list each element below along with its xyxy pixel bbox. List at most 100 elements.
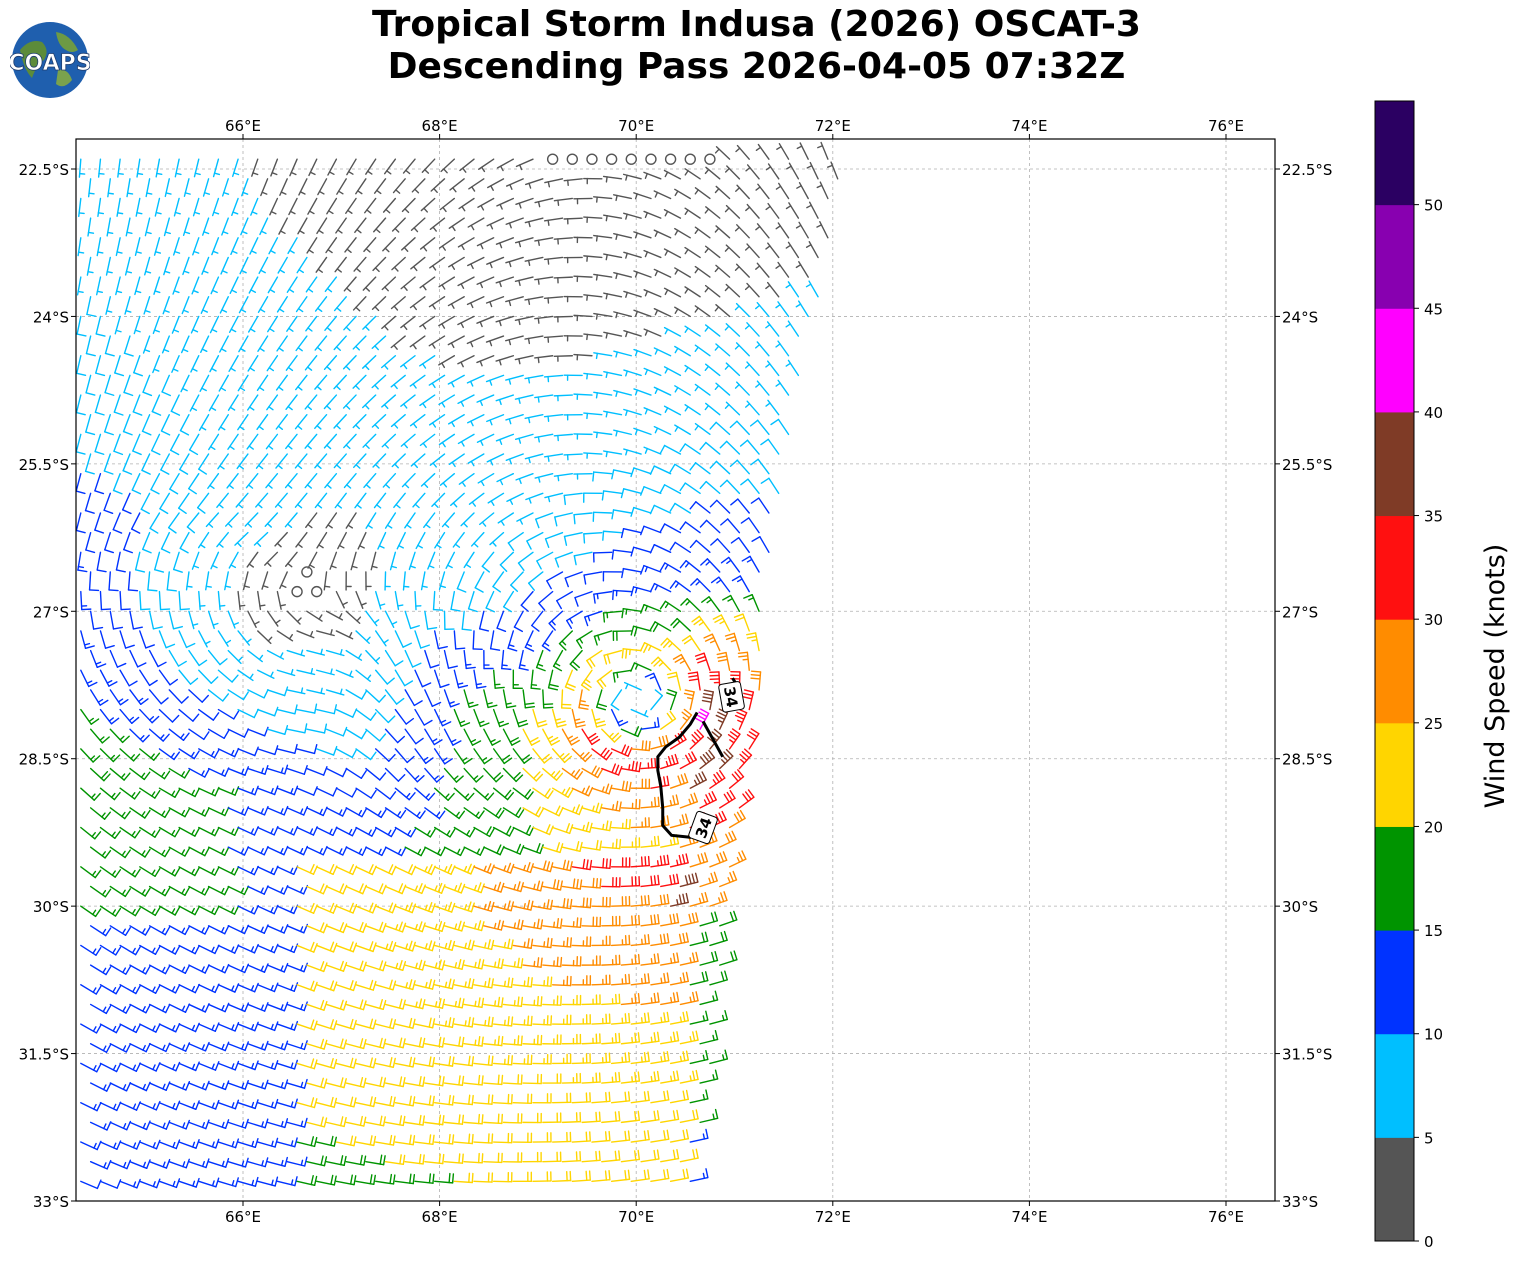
wind-barb	[543, 374, 564, 383]
wind-barb	[483, 958, 504, 970]
wind-barb	[492, 1015, 514, 1027]
wind-barb	[80, 1101, 102, 1112]
wind-barb	[433, 826, 456, 838]
wind-barb	[424, 920, 446, 932]
wind-barb	[443, 649, 458, 669]
wind-barb	[316, 902, 338, 914]
wind-barb	[230, 237, 239, 256]
wind-barb	[623, 212, 642, 220]
wind-barb	[492, 1093, 513, 1105]
wind-barb	[429, 453, 446, 468]
wind-barb	[660, 952, 680, 966]
wind-barb	[109, 767, 131, 781]
wind-barb	[827, 161, 839, 180]
wind-barb	[375, 1134, 396, 1146]
wind-barb	[699, 749, 716, 770]
wind-barb	[221, 178, 230, 197]
wind-barb	[663, 366, 682, 377]
wind-barb	[275, 374, 288, 391]
wind-barb	[719, 748, 734, 770]
wind-barb	[286, 806, 309, 816]
wind-barb	[591, 1130, 611, 1143]
wind-barb	[355, 902, 377, 914]
wind-barb	[785, 241, 800, 259]
wind-barb	[496, 610, 507, 633]
wind-barb	[453, 939, 475, 951]
wind-barb	[362, 276, 377, 292]
wind-barb	[276, 982, 299, 992]
wind-barb	[210, 551, 220, 570]
wind-barb	[625, 153, 637, 165]
wind-barb	[325, 922, 348, 934]
wind-barb	[116, 197, 124, 217]
wind-barb	[257, 706, 279, 717]
wind-barb	[85, 414, 96, 436]
wind-barb	[191, 276, 200, 295]
wind-barb	[329, 551, 338, 570]
wind-barb	[401, 472, 416, 489]
wind-barb	[227, 1157, 249, 1168]
wind-barb	[613, 232, 632, 241]
wind-barb	[551, 1131, 572, 1143]
wind-barb	[448, 453, 465, 468]
wind-barb	[188, 964, 210, 974]
wind-barb	[551, 936, 573, 948]
wind-barb	[109, 728, 130, 744]
wind-barb	[510, 571, 524, 592]
wind-barb	[325, 688, 345, 696]
wind-barb	[476, 433, 495, 446]
wind-barb	[463, 846, 485, 856]
wind-barb	[699, 441, 721, 455]
wind-barb	[119, 1178, 141, 1189]
wind-barb	[86, 296, 97, 317]
lat-tick-label: 25.5°S	[19, 456, 69, 474]
wind-barb	[404, 767, 425, 783]
wind-barb	[248, 276, 259, 294]
wind-barb	[476, 237, 495, 250]
wind-barb	[709, 891, 728, 907]
wind-barb	[561, 804, 584, 816]
wind-barb	[591, 974, 611, 986]
wind-barb	[211, 237, 220, 256]
wind-barb	[563, 492, 583, 506]
wind-barb	[188, 433, 200, 456]
colorbar-tick-label: 35	[1424, 508, 1443, 526]
wind-barb	[148, 1081, 171, 1091]
wind-barb	[453, 978, 475, 989]
wind-barb	[188, 925, 210, 935]
wind-barb	[663, 287, 682, 298]
lon-tick-label: 70°E	[618, 1208, 654, 1226]
wind-barb	[151, 394, 162, 416]
wind-barb	[704, 284, 721, 298]
wind-barb	[689, 1168, 709, 1183]
wind-barb	[486, 256, 505, 269]
wind-barb	[512, 1054, 533, 1066]
wind-barb	[679, 912, 699, 927]
wind-barb	[237, 746, 259, 757]
wind-barb	[433, 939, 456, 951]
wind-barb	[443, 610, 455, 630]
wind-barb	[719, 870, 738, 888]
wind-barb	[314, 453, 328, 470]
wind-barb	[335, 590, 348, 609]
wind-barb	[325, 610, 344, 621]
wind-barb	[296, 630, 315, 639]
wind-barb	[650, 972, 670, 986]
wind-barb	[178, 1100, 200, 1111]
wind-barb	[402, 571, 410, 591]
wind-barb	[89, 1082, 112, 1092]
wind-barb	[80, 905, 102, 918]
wind-barb	[89, 807, 111, 820]
wind-barb	[89, 610, 104, 630]
wind-barb	[745, 203, 760, 219]
wind-barb	[603, 371, 623, 379]
wind-barb	[160, 414, 171, 436]
wind-barb	[336, 178, 347, 195]
wind-barb	[181, 296, 190, 315]
wind-barb	[178, 492, 190, 514]
wind-barb	[563, 531, 583, 546]
wind-barb	[363, 237, 377, 253]
wind-barb	[325, 999, 348, 1011]
wind-barb	[382, 197, 397, 214]
wind-barb	[524, 453, 544, 464]
